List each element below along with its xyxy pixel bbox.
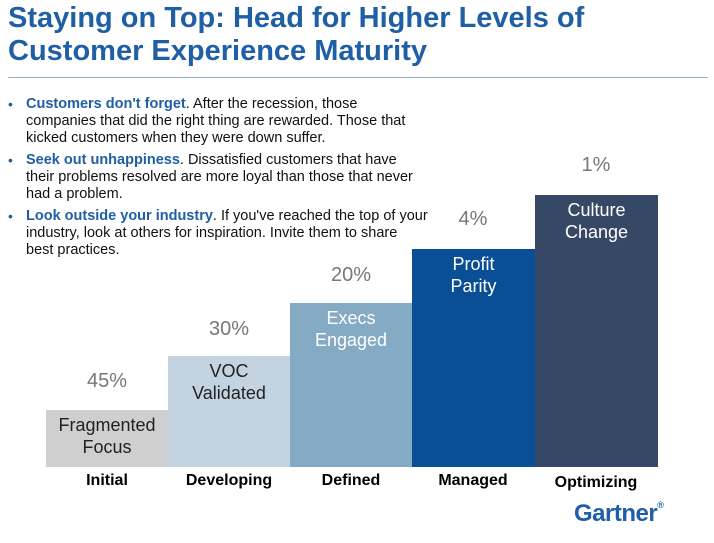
bullet-dot-icon: • (8, 208, 13, 224)
gartner-logo: Gartner® (574, 500, 664, 528)
stair-step-managed: Profit Parity (412, 249, 535, 467)
stage-name-managed: Managed (438, 472, 508, 489)
bullet-dot-icon: • (8, 152, 13, 168)
stair-step-initial: Fragmented Focus (46, 410, 168, 467)
bullet-lead: Seek out unhappiness (26, 152, 180, 168)
bullet-lead: Look outside your industry (26, 208, 213, 224)
stair-step-optimizing: Culture Change (535, 195, 658, 467)
stair-step-defined: Execs Engaged (290, 303, 412, 467)
percent-label-optimizing: 1% (581, 154, 611, 176)
title-divider (8, 77, 708, 78)
stage-name-defined: Defined (321, 472, 381, 489)
bullet-item: • Look outside your industry. If you've … (8, 208, 428, 259)
step-label: VOC Validated (192, 361, 266, 403)
step-label: Execs Engaged (314, 308, 388, 350)
title-line-1: Staying on Top: Head for Higher Levels o… (8, 2, 585, 34)
stage-name-developing: Developing (185, 472, 273, 489)
bullet-lead: Customers don't forget (26, 96, 186, 112)
bullet-item: • Seek out unhappiness. Dissatisfied cus… (8, 152, 428, 203)
bullet-text: . Dissatisfied customers that have their… (26, 152, 413, 202)
stage-name-optimizing: Optimizing (554, 474, 638, 491)
bullet-text: . After the recession, those companies t… (26, 96, 406, 146)
registered-mark: ® (657, 500, 664, 510)
percent-label-developing: 30% (208, 318, 250, 340)
percent-label-managed: 4% (458, 208, 488, 230)
bullet-list: • Customers don't forget. After the rece… (8, 96, 428, 264)
step-label: Culture Change (564, 200, 629, 242)
stage-name-initial: Initial (86, 472, 128, 489)
stair-step-developing: VOC Validated (168, 356, 290, 467)
logo-text: Gartner (574, 500, 658, 527)
slide-title: Staying on Top: Head for Higher Levels o… (8, 2, 708, 68)
bullet-dot-icon: • (8, 96, 13, 112)
step-label: Fragmented Focus (58, 415, 156, 457)
step-label: Profit Parity (450, 254, 497, 296)
bullet-item: • Customers don't forget. After the rece… (8, 96, 428, 147)
bullet-text: . If you've reached the top of your indu… (26, 208, 428, 258)
percent-label-initial: 45% (86, 370, 128, 392)
percent-label-defined: 20% (330, 264, 372, 286)
title-line-2: Customer Experience Maturity (8, 35, 428, 67)
